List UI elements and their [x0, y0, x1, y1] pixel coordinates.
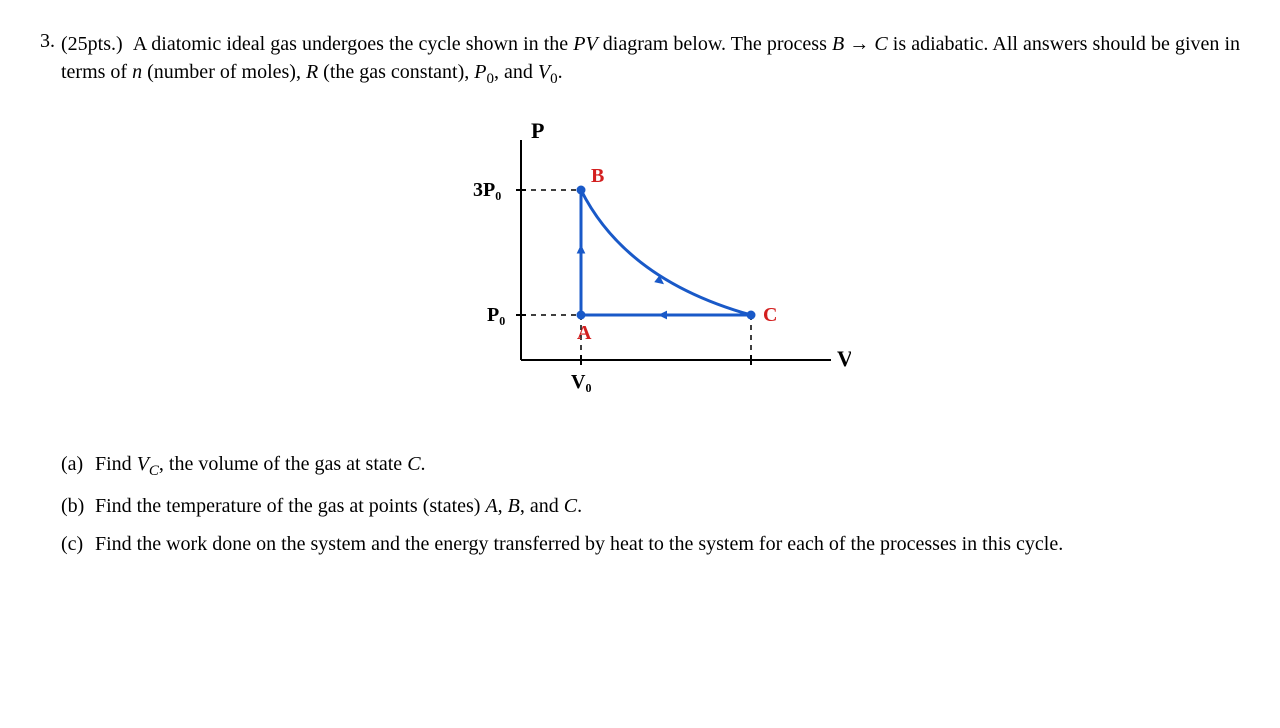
part-b: (b) Find the temperature of the gas at p…: [61, 492, 1240, 520]
problem-number: 3.: [40, 30, 55, 53]
subparts: (a) Find VC, the volume of the gas at st…: [61, 450, 1240, 558]
part-b-text: Find the temperature of the gas at point…: [95, 492, 1240, 520]
part-a-text: Find VC, the volume of the gas at state …: [95, 450, 1240, 482]
pv-diagram-svg: P V 3P₀ P₀ V₀ A B C: [451, 120, 851, 410]
part-c-label: (c): [61, 530, 95, 558]
problem-stem: (25pts.) A diatomic ideal gas undergoes …: [61, 30, 1240, 90]
pv-diagram: P V 3P₀ P₀ V₀ A B C: [61, 120, 1240, 410]
part-b-label: (b): [61, 492, 95, 520]
svg-text:V₀: V₀: [571, 371, 591, 393]
part-c-text: Find the work done on the system and the…: [95, 530, 1240, 558]
part-a: (a) Find VC, the volume of the gas at st…: [61, 450, 1240, 482]
problem-stem-text: A diatomic ideal gas undergoes the cycle…: [61, 33, 1240, 83]
svg-text:3P₀: 3P₀: [473, 179, 501, 201]
svg-text:V: V: [837, 346, 851, 371]
svg-text:C: C: [763, 304, 777, 326]
svg-text:P₀: P₀: [487, 304, 505, 326]
problem-body: (25pts.) A diatomic ideal gas undergoes …: [61, 30, 1240, 568]
svg-text:B: B: [591, 165, 604, 187]
problem: 3. (25pts.) A diatomic ideal gas undergo…: [40, 30, 1240, 568]
part-c: (c) Find the work done on the system and…: [61, 530, 1240, 558]
svg-text:A: A: [577, 322, 592, 344]
svg-text:P: P: [531, 120, 544, 143]
part-a-label: (a): [61, 450, 95, 482]
problem-points: (25pts.): [61, 33, 123, 55]
